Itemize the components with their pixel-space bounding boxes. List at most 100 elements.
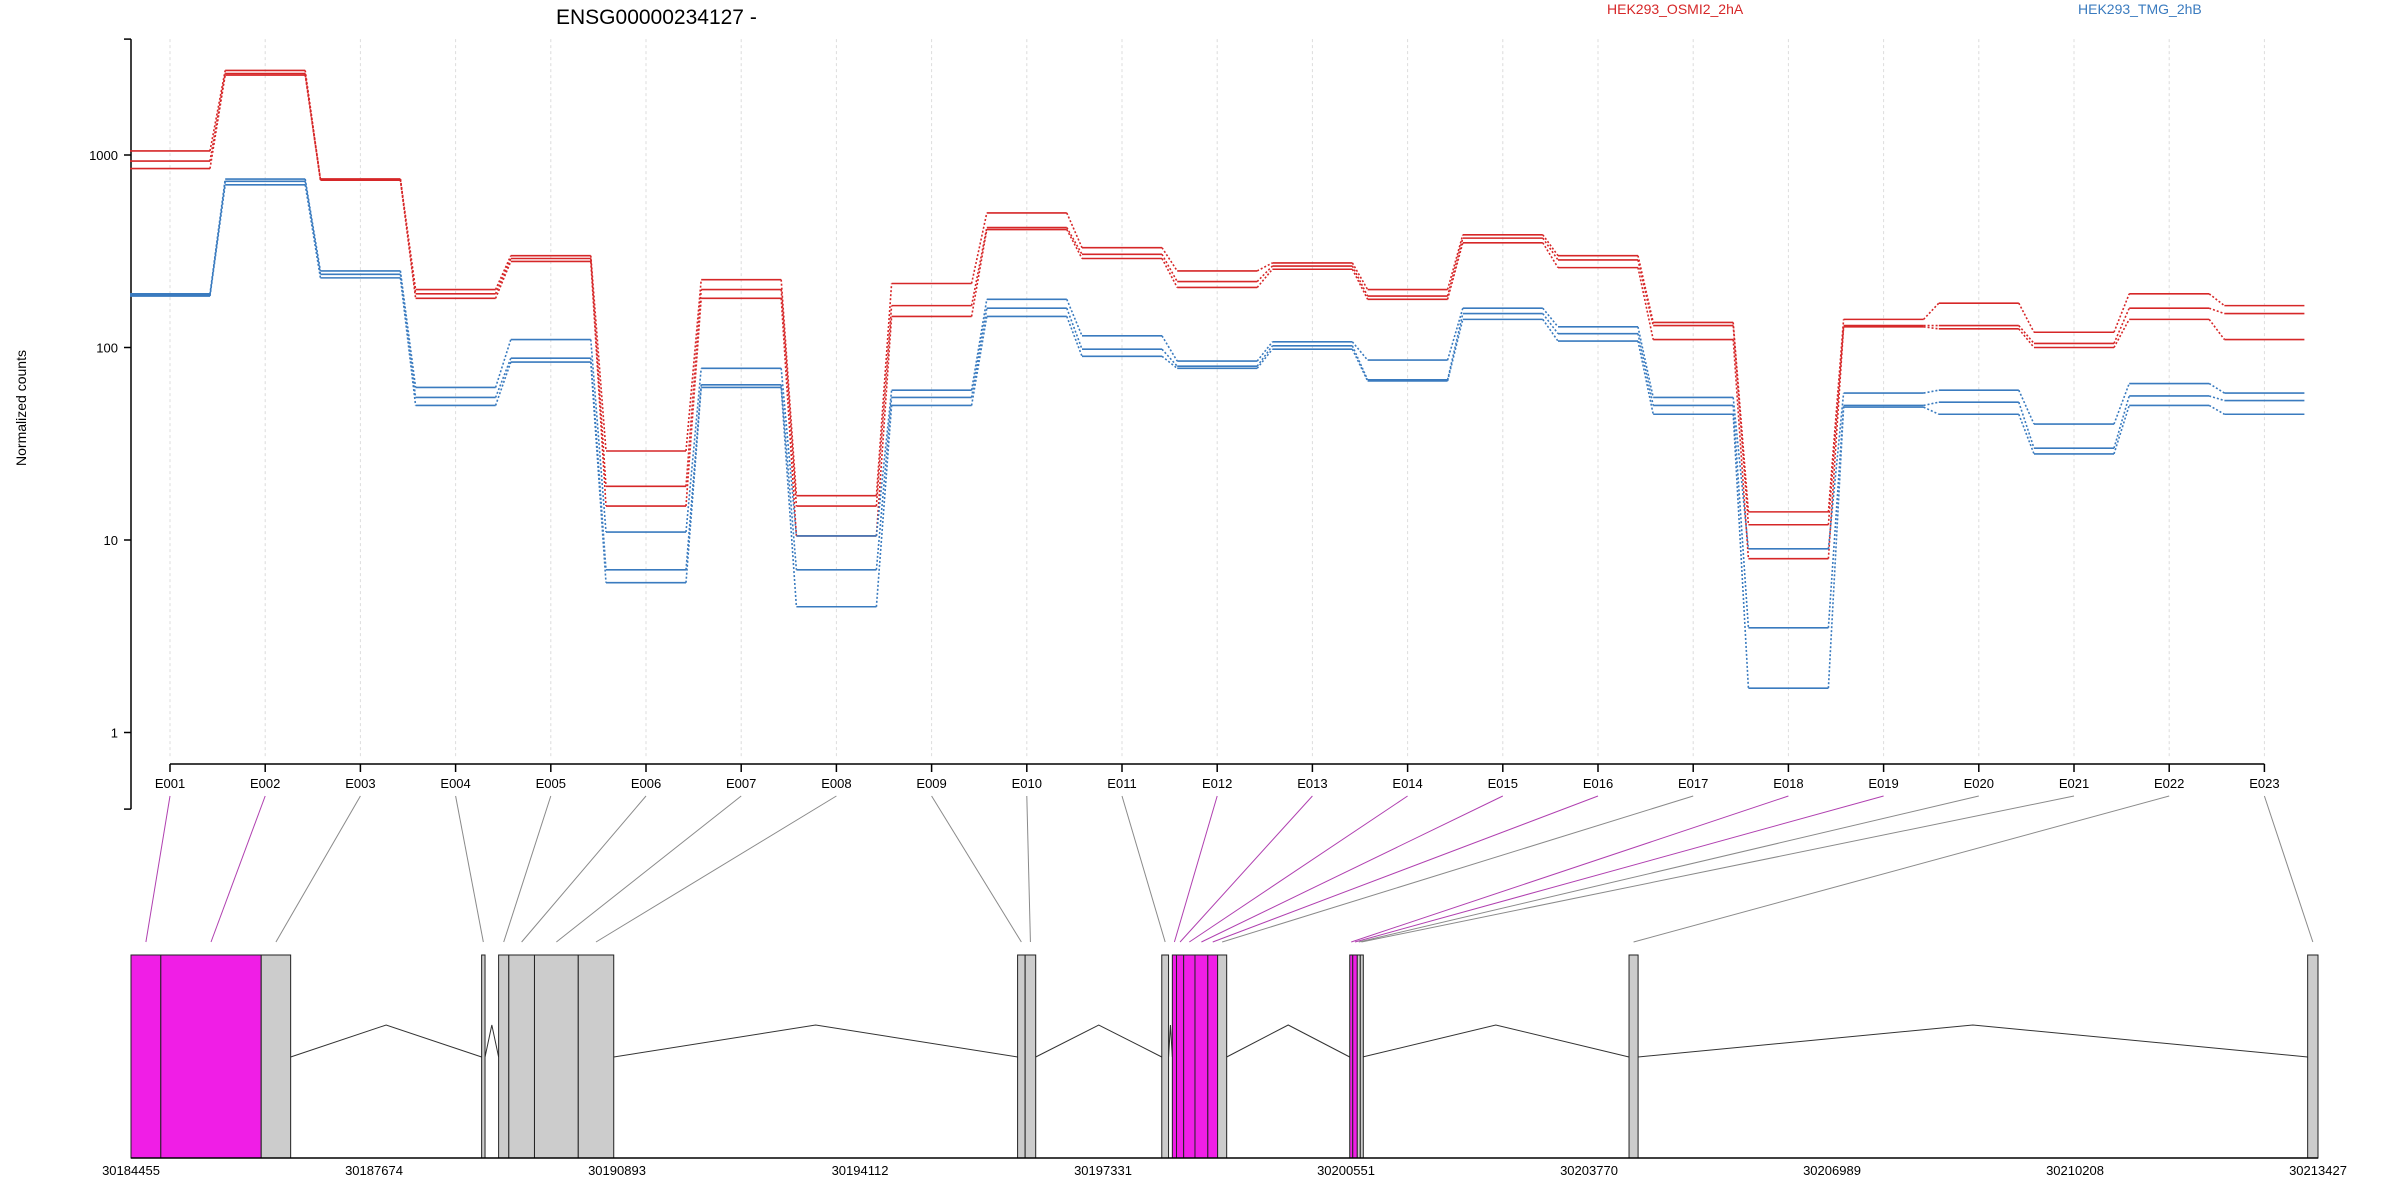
- connector-e021: [1361, 795, 2075, 943]
- x-tick-label-e015: E015: [1488, 776, 1518, 791]
- y-axis-label: Normalized counts: [13, 350, 29, 466]
- exon-block-e004: [481, 954, 486, 1159]
- series-line-5: [130, 180, 2305, 629]
- connector-e011: [1121, 795, 1166, 943]
- x-tick-label-e013: E013: [1297, 776, 1327, 791]
- connector-e002: [210, 795, 266, 943]
- x-tick-label-e017: E017: [1678, 776, 1708, 791]
- x-tick-label-e010: E010: [1012, 776, 1042, 791]
- coordinate-label: 30190893: [588, 1163, 646, 1178]
- exon-block-e014: [1183, 954, 1196, 1159]
- coordinate-label: 30213427: [2289, 1163, 2347, 1178]
- exon-block-e021: [1359, 954, 1364, 1159]
- x-tick-label-e009: E009: [916, 776, 946, 791]
- connector-e005: [503, 795, 552, 943]
- series-line-6: [130, 184, 2305, 689]
- exon-block-e007: [533, 954, 579, 1159]
- exon-block-e015: [1194, 954, 1209, 1159]
- x-tick-label-e002: E002: [250, 776, 280, 791]
- connector-e013: [1179, 795, 1313, 943]
- connector-e012: [1173, 795, 1218, 943]
- x-tick-label-e008: E008: [821, 776, 851, 791]
- intron-line: [1226, 1024, 1350, 1058]
- coordinate-label: 30187674: [345, 1163, 403, 1178]
- series-transition-6: [209, 184, 2225, 689]
- chart-title: ENSG00000234127 -: [556, 6, 757, 29]
- x-tick-label-e018: E018: [1773, 776, 1803, 791]
- connector-e001: [145, 795, 171, 943]
- exon-block-e001: [130, 954, 162, 1159]
- x-tick-label-e011: E011: [1107, 776, 1136, 791]
- connector-e006: [521, 795, 647, 943]
- exon-block-e002: [160, 954, 262, 1159]
- legend-entry-tmg: HEK293_TMG_2hB: [2078, 1, 2202, 17]
- exon-block-e022: [1628, 954, 1639, 1159]
- y-tick-label: 10: [104, 533, 118, 548]
- series-transition-3: [209, 74, 2226, 559]
- exon-connector-lines: [145, 795, 2314, 943]
- connector-e023: [2263, 795, 2314, 943]
- x-tick-label-e012: E012: [1202, 776, 1232, 791]
- exon-block-e023: [2307, 954, 2319, 1159]
- y-tick-label: 100: [96, 341, 118, 356]
- x-tick-label-e022: E022: [2154, 776, 2184, 791]
- intron-line: [290, 1024, 482, 1058]
- coordinate-label: 30210208: [2046, 1163, 2104, 1178]
- x-tick-label-e004: E004: [440, 776, 470, 791]
- legend-entry-osmi: HEK293_OSMI2_2hA: [1607, 1, 1744, 17]
- series-transition-5: [209, 181, 2225, 628]
- exon-block-e008: [577, 954, 615, 1159]
- x-axis: E001 E002 E003 E004 E005 E006 E007 E008 E009 E010…: [155, 763, 2280, 791]
- coordinate-label: 30206989: [1803, 1163, 1861, 1178]
- x-tick-label-e001: E001: [155, 776, 185, 791]
- x-tick-label-e021: E021: [2059, 776, 2089, 791]
- exon-block-e009: [1017, 954, 1026, 1159]
- x-tick-label-e019: E019: [1868, 776, 1898, 791]
- connector-e010: [1026, 795, 1031, 943]
- x-tick-label-e006: E006: [631, 776, 661, 791]
- connector-e007: [556, 795, 742, 943]
- coordinate-label: 30203770: [1560, 1163, 1618, 1178]
- connector-e009: [931, 795, 1022, 943]
- coordinate-label: 30194112: [832, 1163, 889, 1178]
- coordinate-label: 30184455: [102, 1163, 160, 1178]
- exon-block-e003: [260, 954, 292, 1159]
- x-tick-label-e007: E007: [726, 776, 756, 791]
- exon-block-e005: [498, 954, 510, 1159]
- connector-e008: [595, 795, 837, 943]
- connector-e020: [1358, 795, 1979, 943]
- intron-line: [1362, 1024, 1630, 1058]
- intron-line: [484, 1024, 500, 1058]
- y-axis: 1 10 100 1000: [89, 38, 132, 810]
- y-tick-label: 1: [111, 726, 118, 741]
- series-lines: [130, 69, 2305, 689]
- connector-e014: [1189, 795, 1408, 943]
- gene-model-track: [130, 954, 2319, 1159]
- x-tick-label-e014: E014: [1392, 776, 1422, 791]
- connector-e017: [1222, 795, 1694, 943]
- exon-block-e012: [1171, 954, 1177, 1159]
- x-tick-label-e005: E005: [536, 776, 566, 791]
- series-line-4: [130, 178, 2305, 550]
- genomic-coordinate-axis: 30184455 30187674 30190893 30194112 30197331…: [102, 1157, 2347, 1178]
- intron-line: [1035, 1024, 1162, 1058]
- intron-line: [1638, 1024, 2308, 1058]
- exon-block-e006: [508, 954, 535, 1159]
- exon-block-e011: [1161, 954, 1170, 1159]
- x-tick-label-e020: E020: [1964, 776, 1994, 791]
- intron-line: [1168, 1024, 1173, 1058]
- exon-block-e017: [1217, 954, 1228, 1159]
- exon-block-e016: [1207, 954, 1219, 1159]
- connector-e016: [1212, 795, 1599, 943]
- x-tick-label-e016: E016: [1583, 776, 1613, 791]
- connector-e004: [455, 795, 484, 943]
- x-tick-label-e003: E003: [345, 776, 375, 791]
- connector-e018: [1351, 795, 1789, 943]
- intron-line: [613, 1024, 1018, 1058]
- exon-block-e019: [1352, 954, 1358, 1159]
- connector-e003: [275, 795, 361, 943]
- vertical-gridlines: [169, 39, 2265, 758]
- series-line-2: [130, 72, 2305, 526]
- x-tick-label-e023: E023: [2249, 776, 2279, 791]
